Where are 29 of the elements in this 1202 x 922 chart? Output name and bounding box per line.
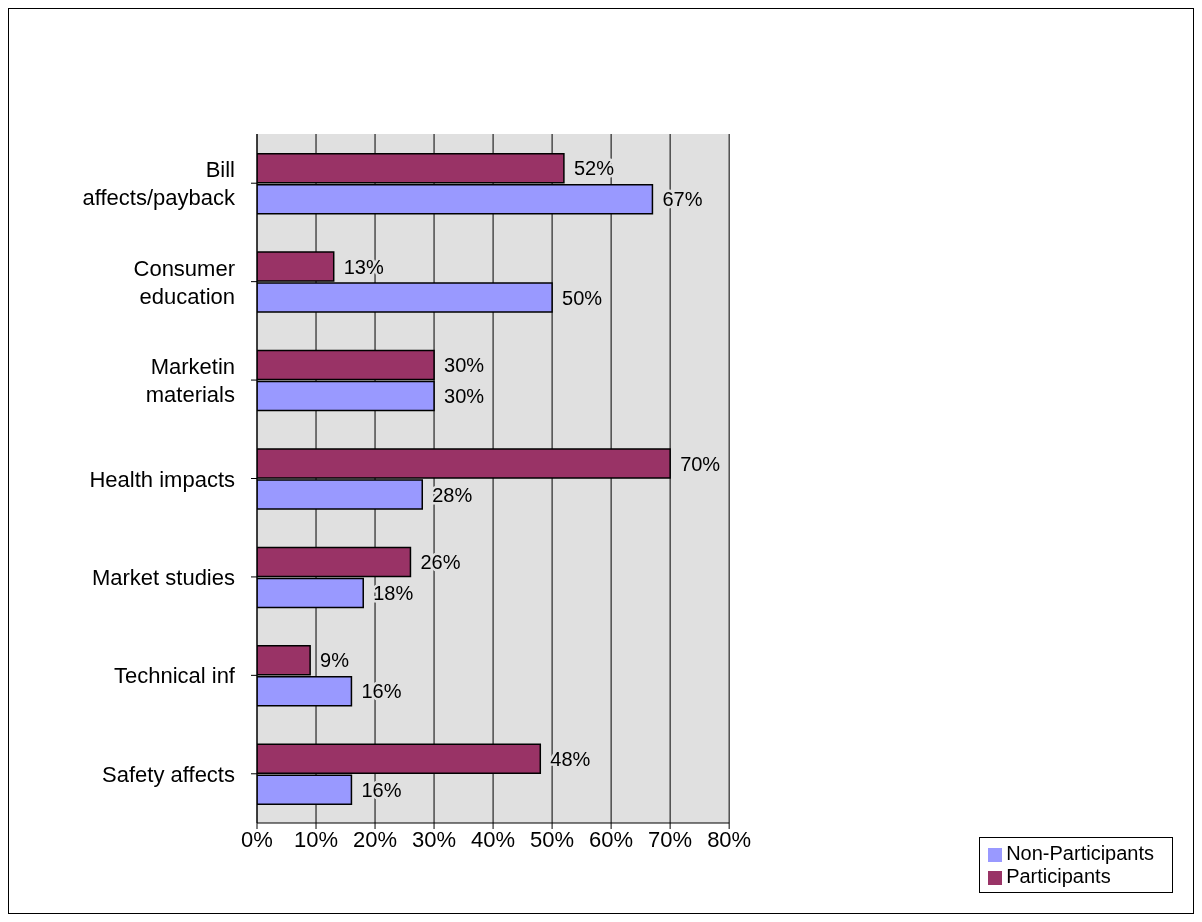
data-label: 30% (444, 354, 485, 377)
y-tick-label: Health impacts (89, 466, 235, 492)
data-label: 50% (562, 286, 603, 309)
data-label: 18% (373, 582, 414, 604)
y-tick-label: Market studies (91, 564, 235, 590)
y-tick-label: Technical inf (113, 663, 236, 689)
data-label: 26% (420, 551, 461, 573)
x-tick-label: 30% (412, 826, 457, 852)
x-tick-label: 70% (648, 826, 693, 852)
data-label: 16% (361, 778, 402, 801)
x-tick-label: 10% (294, 826, 339, 852)
x-tick-label: 50% (530, 826, 575, 852)
x-tick-label: 20% (353, 826, 398, 852)
x-tick-label: 40% (471, 826, 516, 852)
x-tick-label: 80% (707, 826, 752, 852)
y-tick-label: Safety affects (102, 761, 235, 787)
data-label: 16% (361, 680, 402, 703)
y-tick-label: Marketin materials (145, 354, 235, 408)
x-tick-label: 60% (589, 826, 634, 852)
x-tick-label: 0% (241, 826, 273, 852)
data-label: 9% (320, 649, 350, 672)
y-tick-label: Bill affects/payback (82, 157, 236, 211)
legend-label: Non-Participants (1006, 842, 1154, 864)
y-tick-label: Consumer education (133, 255, 235, 309)
legend-label: Participants (1006, 865, 1111, 887)
data-label: 30% (444, 385, 485, 408)
data-label: 70% (680, 452, 721, 475)
data-label: 13% (343, 255, 384, 278)
data-label: 28% (432, 483, 473, 506)
